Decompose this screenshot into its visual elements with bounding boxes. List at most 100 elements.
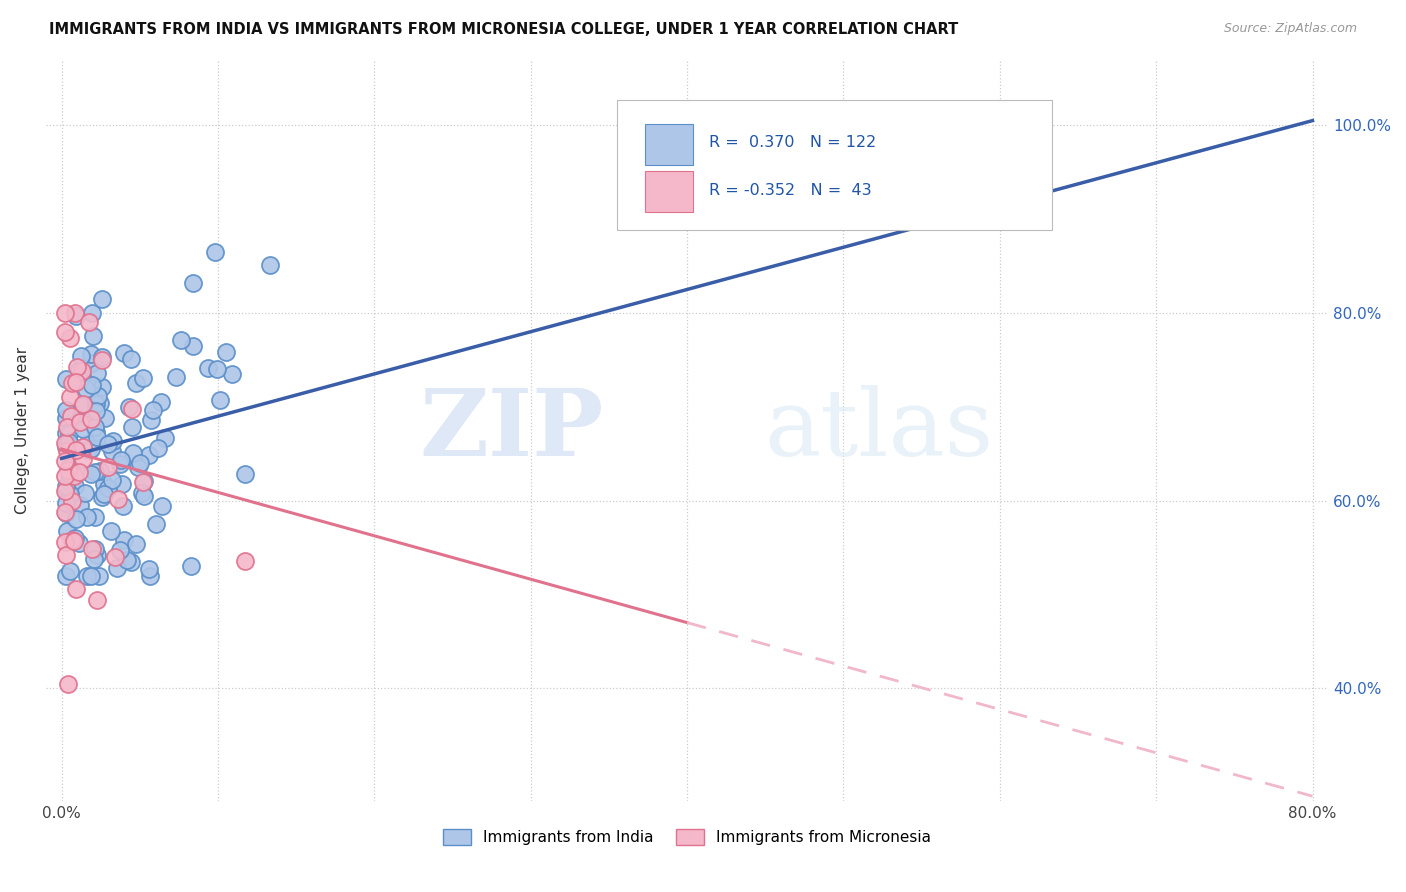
Point (94, 410, 117, 425)
Point (80, 347, 103, 361)
Text: R =  0.370   N = 122: R = 0.370 N = 122 (709, 135, 876, 150)
Point (86, 593, 108, 607)
Point (83, 552, 105, 566)
Point (83, 541, 105, 556)
Point (80, 442, 103, 457)
Point (76, 510, 98, 524)
Point (55, 479, 77, 493)
Point (235, 553, 257, 567)
Point (122, 446, 145, 460)
Point (84, 420, 107, 434)
Point (66, 359, 89, 374)
Point (259, 258, 281, 272)
Point (97, 459, 120, 474)
Point (233, 467, 256, 481)
Point (55, 426, 77, 441)
Point (65, 582, 87, 596)
Point (86, 549, 108, 563)
Point (132, 475, 155, 489)
Point (63, 533, 86, 548)
Point (112, 499, 135, 513)
Point (101, 434, 124, 449)
Point (58, 435, 80, 450)
Text: Source: ZipAtlas.com: Source: ZipAtlas.com (1223, 22, 1357, 36)
Point (63, 469, 86, 483)
Point (128, 456, 150, 470)
Point (118, 401, 141, 415)
Point (72, 397, 94, 411)
Point (65, 512, 87, 526)
Point (56, 677, 79, 691)
Point (63, 533, 86, 548)
Point (89, 464, 111, 478)
Point (138, 449, 160, 463)
Point (215, 344, 238, 359)
Point (77, 316, 100, 330)
FancyBboxPatch shape (617, 101, 1053, 230)
Point (76, 568, 98, 582)
Point (72, 422, 94, 436)
Point (58, 467, 80, 482)
Point (105, 560, 128, 574)
Point (53, 469, 76, 483)
Point (55, 548, 77, 562)
Point (79, 412, 101, 426)
Point (55, 496, 77, 510)
Point (65, 376, 87, 390)
Point (124, 376, 146, 390)
Point (80, 467, 103, 482)
Point (181, 277, 204, 291)
Point (67, 466, 90, 480)
Point (67, 362, 90, 376)
Point (70, 406, 93, 420)
Point (55, 372, 77, 386)
Point (65, 309, 87, 323)
Point (69, 498, 91, 512)
Point (59, 409, 82, 423)
Point (127, 459, 149, 474)
Point (76, 437, 98, 451)
Point (55, 506, 77, 520)
Point (72, 452, 94, 467)
Point (62, 464, 84, 478)
Point (209, 393, 232, 408)
Point (72, 440, 94, 454)
Y-axis label: College, Under 1 year: College, Under 1 year (15, 347, 30, 514)
Point (55, 484, 77, 499)
FancyBboxPatch shape (645, 170, 693, 211)
Point (83, 510, 105, 524)
Legend: Immigrants from India, Immigrants from Micronesia: Immigrants from India, Immigrants from M… (443, 830, 931, 845)
Point (204, 245, 226, 260)
Point (75, 382, 97, 396)
Point (82, 542, 104, 557)
Point (55, 568, 77, 582)
Point (53, 484, 76, 499)
Point (107, 491, 129, 506)
Point (152, 499, 174, 513)
Point (115, 553, 138, 567)
Point (80, 356, 103, 370)
Point (101, 443, 124, 458)
Point (53, 435, 76, 450)
Point (69, 415, 91, 429)
Point (138, 562, 160, 576)
Point (70, 364, 93, 378)
Point (53, 454, 76, 468)
Point (55, 402, 77, 417)
Point (181, 339, 204, 353)
Point (76, 442, 98, 457)
Point (153, 431, 176, 445)
Point (180, 559, 202, 574)
Text: IMMIGRANTS FROM INDIA VS IMMIGRANTS FROM MICRONESIA COLLEGE, UNDER 1 YEAR CORREL: IMMIGRANTS FROM INDIA VS IMMIGRANTS FROM… (49, 22, 959, 37)
Point (150, 394, 173, 409)
Point (97, 481, 120, 495)
Point (65, 409, 87, 423)
Point (207, 362, 229, 376)
Point (58, 426, 80, 441)
Point (89, 396, 111, 410)
Point (120, 555, 142, 569)
Point (58, 463, 80, 477)
Point (53, 325, 76, 339)
Point (197, 361, 219, 376)
Point (60, 494, 83, 508)
